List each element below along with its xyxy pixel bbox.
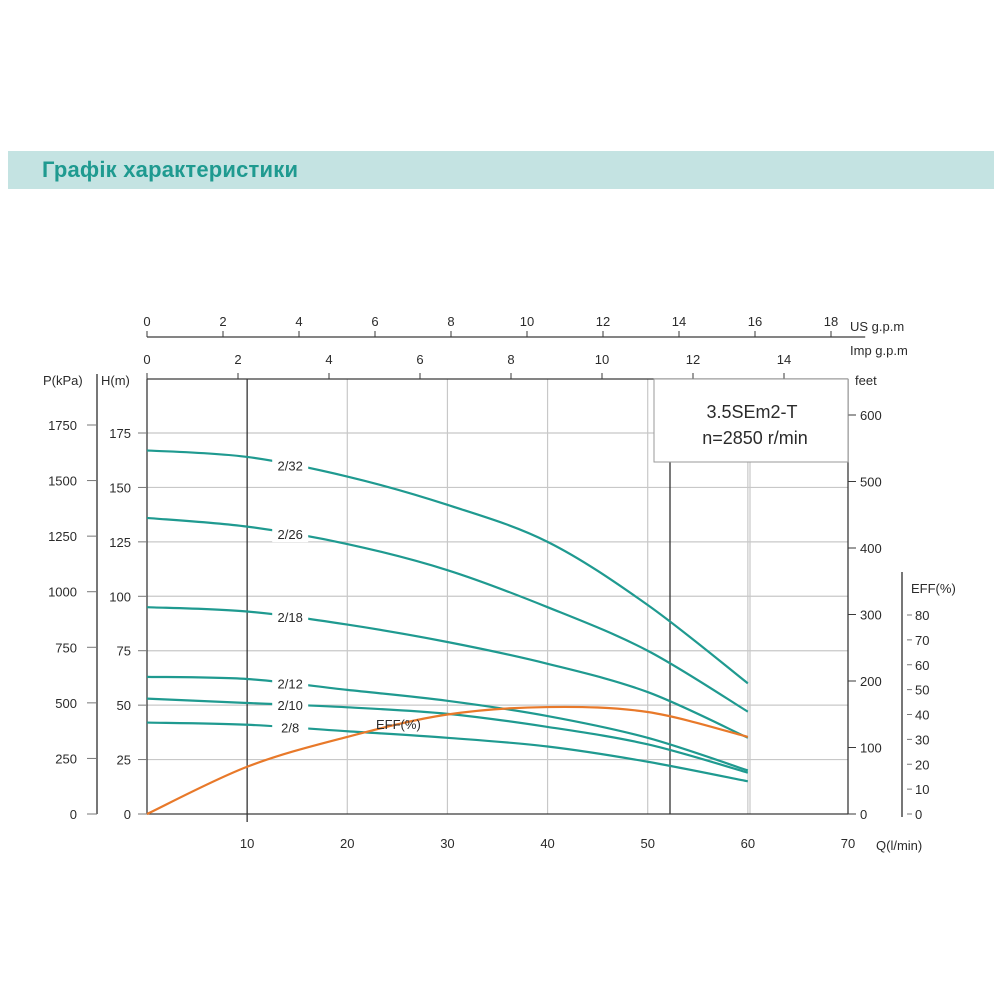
imp-gpm-axis-label: Imp g.p.m <box>850 343 908 358</box>
pressure-tick-label: 1500 <box>48 474 77 489</box>
model-speed: n=2850 r/min <box>702 428 808 448</box>
us-gpm-tick-label: 16 <box>748 314 762 329</box>
pressure-tick-label: 250 <box>55 751 77 766</box>
feet-tick-label: 600 <box>860 408 882 423</box>
page-title: Графік характеристики <box>42 157 299 182</box>
eff-tick-label: 20 <box>915 757 929 772</box>
pressure-tick-label: 1750 <box>48 418 77 433</box>
pressure-tick-label: 500 <box>55 696 77 711</box>
head-curve-2-8 <box>146 721 749 783</box>
flow-axis-label: Q(l/min) <box>876 838 922 853</box>
curve-label-bg <box>272 456 309 474</box>
head-tick-label: 50 <box>117 698 131 713</box>
curve-label: 2/18 <box>278 610 303 625</box>
head-tick-label: 0 <box>124 807 131 822</box>
flow-tick-label: 30 <box>440 836 454 851</box>
imp-gpm-tick-label: 2 <box>234 352 241 367</box>
curve-label-bg <box>272 608 309 626</box>
curve-label: 2/10 <box>278 698 303 713</box>
flow-tick-label: 60 <box>741 836 755 851</box>
eff-tick-label: 70 <box>915 633 929 648</box>
flow-tick-label: 10 <box>240 836 254 851</box>
curve-label-bg <box>272 674 309 692</box>
imp-gpm-tick-label: 14 <box>777 352 791 367</box>
imp-gpm-tick-label: 4 <box>325 352 332 367</box>
efficiency-curve-label: EFF(%) <box>376 717 421 732</box>
us-gpm-tick-label: 8 <box>447 314 454 329</box>
eff-tick-label: 50 <box>915 683 929 698</box>
pressure-axis-label: P(kPa) <box>43 373 83 388</box>
curve-label: 2/26 <box>278 527 303 542</box>
axis-labels: 0 2 4 6 8 10 12 14 16 18 US g.p.m 0 2 4 6 8 10 12 14 Imp g.… <box>43 314 956 853</box>
eff-tick-label: 10 <box>915 782 929 797</box>
imp-gpm-tick-label: 12 <box>686 352 700 367</box>
head-tick-label: 25 <box>117 753 131 768</box>
efficiency-curve <box>146 705 749 815</box>
curve-label-bg <box>272 695 309 713</box>
pressure-tick-label: 1000 <box>48 585 77 600</box>
feet-tick-label: 0 <box>860 807 867 822</box>
model-box: 3.5SEm2-T n=2850 r/min <box>653 378 849 463</box>
imp-gpm-tick-label: 6 <box>416 352 423 367</box>
imp-gpm-tick-label: 10 <box>595 352 609 367</box>
us-gpm-tick-label: 4 <box>295 314 302 329</box>
curve-label: 2/8 <box>281 721 299 736</box>
feet-axis-label: feet <box>855 373 877 388</box>
head-axis-label: H(m) <box>101 373 130 388</box>
head-tick-label: 100 <box>109 589 131 604</box>
pressure-tick-label: 1250 <box>48 529 77 544</box>
feet-tick-label: 300 <box>860 608 882 623</box>
curve-label: 2/12 <box>278 677 303 692</box>
head-tick-label: 175 <box>109 426 131 441</box>
imp-gpm-tick-label: 8 <box>507 352 514 367</box>
us-gpm-tick-label: 2 <box>219 314 226 329</box>
feet-tick-label: 100 <box>860 741 882 756</box>
us-gpm-tick-label: 18 <box>824 314 838 329</box>
eff-tick-label: 60 <box>915 658 929 673</box>
head-curve-2-26 <box>146 516 749 713</box>
title-banner: Графік характеристики <box>8 151 994 189</box>
head-tick-label: 125 <box>109 535 131 550</box>
curve-label-bg <box>272 718 309 736</box>
head-curve-2-12 <box>146 675 749 772</box>
head-tick-label: 75 <box>117 644 131 659</box>
flow-tick-label: 40 <box>540 836 554 851</box>
head-tick-label: 150 <box>109 480 131 495</box>
us-gpm-axis-label: US g.p.m <box>850 319 904 334</box>
us-gpm-tick-label: 6 <box>371 314 378 329</box>
eff-tick-label: 40 <box>915 708 929 723</box>
flow-tick-label: 20 <box>340 836 354 851</box>
curve-label-bg <box>272 525 309 543</box>
imp-gpm-tick-label: 0 <box>143 352 150 367</box>
curve-label: 2/32 <box>278 458 303 473</box>
eff-tick-label: 0 <box>915 807 922 822</box>
curves <box>146 449 749 815</box>
model-name: 3.5SEm2-T <box>706 402 797 422</box>
us-gpm-tick-label: 0 <box>143 314 150 329</box>
pressure-tick-label: 750 <box>55 640 77 655</box>
eff-tick-label: 30 <box>915 732 929 747</box>
eff-axis-label: EFF(%) <box>911 581 956 596</box>
flow-tick-label: 70 <box>841 836 855 851</box>
us-gpm-tick-label: 10 <box>520 314 534 329</box>
head-curve-2-32 <box>146 449 749 685</box>
us-gpm-tick-label: 12 <box>596 314 610 329</box>
feet-tick-label: 400 <box>860 541 882 556</box>
eff-tick-label: 80 <box>915 608 929 623</box>
flow-tick-label: 50 <box>640 836 654 851</box>
head-curve-2-18 <box>146 606 749 739</box>
feet-tick-label: 200 <box>860 674 882 689</box>
pressure-tick-label: 0 <box>70 807 77 822</box>
feet-tick-label: 500 <box>860 475 882 490</box>
us-gpm-tick-label: 14 <box>672 314 686 329</box>
